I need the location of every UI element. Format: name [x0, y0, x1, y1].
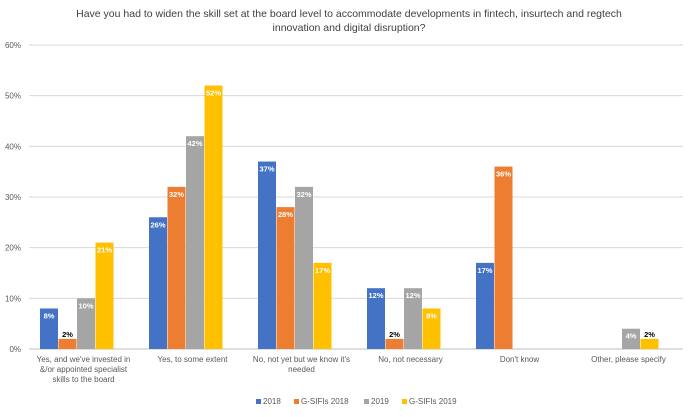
- bar-g-sifis-2018: [494, 166, 513, 349]
- legend-swatch: [402, 399, 407, 404]
- data-label: 28%: [278, 210, 293, 219]
- data-label: 26%: [150, 220, 165, 229]
- data-label: 32%: [296, 190, 311, 199]
- bars: [40, 85, 659, 350]
- x-tick-label: Don't know: [500, 355, 540, 364]
- y-tick-label: 40%: [5, 142, 21, 151]
- bar-2018: [367, 288, 385, 349]
- data-label: 36%: [496, 170, 511, 179]
- chart-title-line: innovation and digital disruption?: [273, 22, 426, 34]
- legend-swatch: [294, 399, 299, 404]
- data-labels: 8% 26% 37% 12% 17% 2% 32% 28% 2% 36% 10% 42% 32% 12% 4…: [44, 89, 656, 341]
- chart-title: Have you had to widen the skill set at t…: [76, 8, 622, 34]
- bar-g-sifis-2018: [385, 338, 404, 349]
- bar-2018: [476, 262, 494, 349]
- data-label: 12%: [368, 291, 383, 300]
- y-tick-label: 10%: [5, 294, 21, 303]
- y-axis-ticks: 0% 10% 20% 30% 40% 50% 60%: [5, 41, 21, 354]
- x-tick-label: &/or appointed specialist: [40, 365, 128, 374]
- bar-2019: [622, 328, 640, 349]
- y-tick-label: 0%: [9, 345, 21, 354]
- legend-label: G-SIFIs 2019: [409, 397, 457, 406]
- bar-2019: [404, 288, 422, 349]
- legend-swatch: [364, 399, 369, 404]
- data-label: 2%: [644, 330, 655, 339]
- data-label: 4%: [626, 332, 637, 341]
- data-label: 2%: [62, 330, 73, 339]
- data-label: 37%: [259, 165, 274, 174]
- bar-g-sifis-2018: [276, 207, 295, 349]
- x-tick-label: skills to the board: [52, 375, 114, 384]
- x-tick-label: Other, please specify: [591, 355, 666, 364]
- gridlines: [29, 44, 683, 350]
- data-label: 32%: [169, 190, 184, 199]
- bar-2019: [77, 298, 95, 349]
- bar-g-sifis-2019: [422, 308, 441, 349]
- data-label: 17%: [477, 266, 492, 275]
- y-tick-label: 50%: [5, 92, 21, 101]
- data-label: 8%: [44, 311, 55, 320]
- legend: 2018 G-SIFIs 2018 2019 G-SIFIs 2019: [256, 397, 457, 406]
- x-tick-label: Yes, to some extent: [158, 355, 229, 364]
- bar-2019: [295, 186, 313, 349]
- data-label: 52%: [206, 89, 221, 98]
- bar-g-sifis-2018: [58, 338, 77, 349]
- legend-label: 2018: [263, 397, 281, 406]
- y-tick-label: 30%: [5, 193, 21, 202]
- y-tick-label: 20%: [5, 244, 21, 253]
- legend-label: 2019: [371, 397, 389, 406]
- data-label: 8%: [426, 311, 437, 320]
- bar-2018: [40, 308, 58, 349]
- bar-2018: [149, 217, 167, 349]
- y-tick-label: 60%: [5, 41, 21, 50]
- data-label: 12%: [405, 291, 420, 300]
- data-label: 2%: [389, 330, 400, 339]
- chart-title-line: Have you had to widen the skill set at t…: [76, 8, 622, 20]
- bar-g-sifis-2019: [204, 85, 223, 350]
- bar-2019: [186, 136, 204, 349]
- x-tick-label: Yes, and we've invested in: [37, 355, 131, 364]
- data-label: 17%: [315, 266, 330, 275]
- bar-g-sifis-2019: [313, 262, 332, 349]
- legend-swatch: [256, 399, 261, 404]
- x-tick-label: No, not necessary: [378, 355, 442, 364]
- bar-g-sifis-2019: [640, 338, 659, 349]
- data-label: 42%: [187, 139, 202, 148]
- data-label: 21%: [97, 246, 112, 255]
- x-tick-label: needed: [288, 365, 315, 374]
- x-axis-labels: Yes, and we've invested in&/or appointed…: [37, 355, 666, 384]
- bar-2018: [258, 161, 276, 349]
- x-tick-label: No, not yet but we know it's: [253, 355, 350, 364]
- data-label: 10%: [78, 301, 93, 310]
- legend-label: G-SIFIs 2018: [301, 397, 349, 406]
- bar-g-sifis-2019: [95, 242, 114, 349]
- bar-g-sifis-2018: [167, 186, 186, 349]
